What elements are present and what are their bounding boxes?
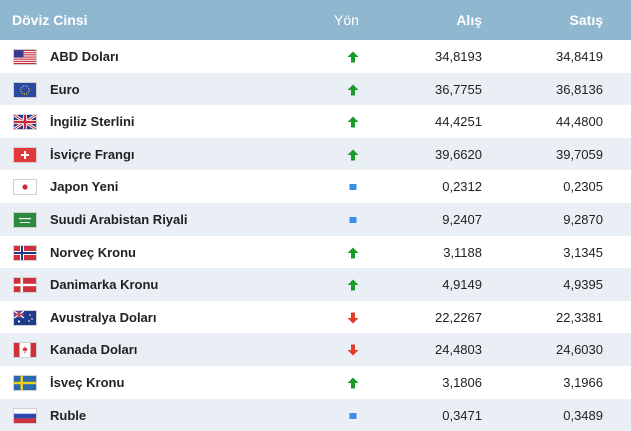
usa-flag-icon — [13, 49, 37, 65]
buy-rate: 9,2407 — [442, 211, 482, 227]
table-row[interactable]: İngiliz Sterlini 44,4251 44,4800 — [0, 105, 631, 138]
currency-name[interactable]: Euro — [50, 81, 80, 97]
sweden-flag-icon — [13, 374, 37, 391]
table-header: Döviz Cinsi Yön Alış Satış — [0, 0, 631, 40]
sell-rate: 36,8136 — [556, 81, 603, 97]
buy-rate: 22,2267 — [435, 309, 482, 325]
sell-rate: 24,6030 — [556, 342, 603, 358]
table-row[interactable]: Euro 36,7755 36,8136 — [0, 72, 631, 106]
table-row[interactable]: ABD Doları 34,8193 34,8419 — [0, 40, 631, 73]
currency-name[interactable]: İsviçre Frangı — [50, 146, 135, 162]
currency-name[interactable]: Japon Yeni — [50, 179, 119, 195]
buy-rate: 3,1806 — [442, 374, 482, 390]
eu-flag-icon — [13, 81, 37, 98]
uk-flag-icon — [13, 114, 37, 131]
sell-rate: 0,3489 — [563, 407, 603, 423]
sell-rate: 3,1966 — [563, 374, 603, 390]
arrow-up-icon — [347, 84, 359, 96]
currency-name[interactable]: Kanada Doları — [50, 342, 138, 358]
buy-rate: 0,2312 — [442, 179, 482, 195]
arrow-up-icon — [347, 149, 359, 161]
buy-rate: 0,3471 — [442, 407, 482, 423]
arrow-down-icon — [347, 312, 359, 324]
column-header-sell[interactable]: Satış — [569, 12, 603, 28]
japan-flag-icon — [13, 179, 37, 196]
no-change-icon — [347, 214, 359, 226]
currency-name[interactable]: İsveç Kronu — [50, 374, 125, 390]
currency-name[interactable]: Ruble — [50, 407, 87, 423]
currency-name[interactable]: Danimarka Kronu — [50, 277, 159, 293]
buy-rate: 39,6620 — [435, 146, 482, 162]
arrow-down-icon — [347, 344, 359, 356]
no-change-icon — [347, 410, 359, 422]
table-row[interactable]: Kanada Doları 24,4803 24,6030 — [0, 333, 631, 366]
sell-rate: 34,8419 — [556, 49, 603, 64]
sell-rate: 3,1345 — [563, 244, 603, 260]
table-row[interactable]: İsviçre Frangı 39,6620 39,7059 — [0, 137, 631, 171]
currency-name[interactable]: Norveç Kronu — [50, 244, 136, 260]
table-body: ABD Doları 34,8193 34,8419 Euro 36,7755 36,81… — [0, 40, 631, 431]
table-row[interactable]: Suudi Arabistan Riyali 9,2407 9,2870 — [0, 202, 631, 236]
currency-name[interactable]: ABD Doları — [50, 49, 119, 64]
table-row[interactable]: İsveç Kronu 3,1806 3,1966 — [0, 366, 631, 399]
table-row[interactable]: Ruble 0,3471 0,3489 — [0, 398, 631, 431]
buy-rate: 44,4251 — [435, 114, 482, 130]
table-row[interactable]: Avustralya Doları 22,2267 22,3381 — [0, 301, 631, 334]
column-header-currency[interactable]: Döviz Cinsi — [12, 12, 88, 28]
currency-name[interactable]: Suudi Arabistan Riyali — [50, 211, 188, 227]
table-row[interactable]: Danimarka Kronu 4,9149 4,9395 — [0, 268, 631, 301]
buy-rate: 3,1188 — [443, 244, 482, 260]
no-change-icon — [347, 181, 359, 193]
currency-name[interactable]: Avustralya Doları — [50, 309, 157, 325]
buy-rate: 34,8193 — [435, 49, 482, 64]
sell-rate: 22,3381 — [556, 309, 603, 325]
column-header-buy[interactable]: Alış — [456, 12, 482, 28]
sell-rate: 44,4800 — [556, 114, 603, 130]
arrow-up-icon — [347, 279, 359, 291]
arrow-up-icon — [347, 51, 359, 63]
saudi-flag-icon — [13, 211, 37, 228]
australia-flag-icon — [13, 309, 37, 326]
sell-rate: 9,2870 — [563, 211, 603, 227]
arrow-up-icon — [347, 116, 359, 128]
russia-flag-icon — [13, 407, 37, 424]
canada-flag-icon — [13, 342, 37, 359]
arrow-up-icon — [347, 377, 359, 389]
arrow-up-icon — [347, 247, 359, 259]
column-header-direction[interactable]: Yön — [334, 12, 359, 28]
buy-rate: 24,4803 — [435, 342, 482, 358]
sell-rate: 39,7059 — [556, 146, 603, 162]
table-row[interactable]: Norveç Kronu 3,1188 3,1345 — [0, 236, 631, 269]
currency-name[interactable]: İngiliz Sterlini — [50, 114, 135, 130]
sell-rate: 4,9395 — [563, 277, 603, 293]
table-row[interactable]: Japon Yeni 0,2312 0,2305 — [0, 170, 631, 203]
buy-rate: 36,7755 — [435, 81, 482, 97]
sell-rate: 0,2305 — [563, 179, 603, 195]
buy-rate: 4,9149 — [442, 277, 482, 293]
norway-flag-icon — [13, 244, 37, 261]
denmark-flag-icon — [13, 277, 37, 294]
switzerland-flag-icon — [13, 146, 37, 163]
